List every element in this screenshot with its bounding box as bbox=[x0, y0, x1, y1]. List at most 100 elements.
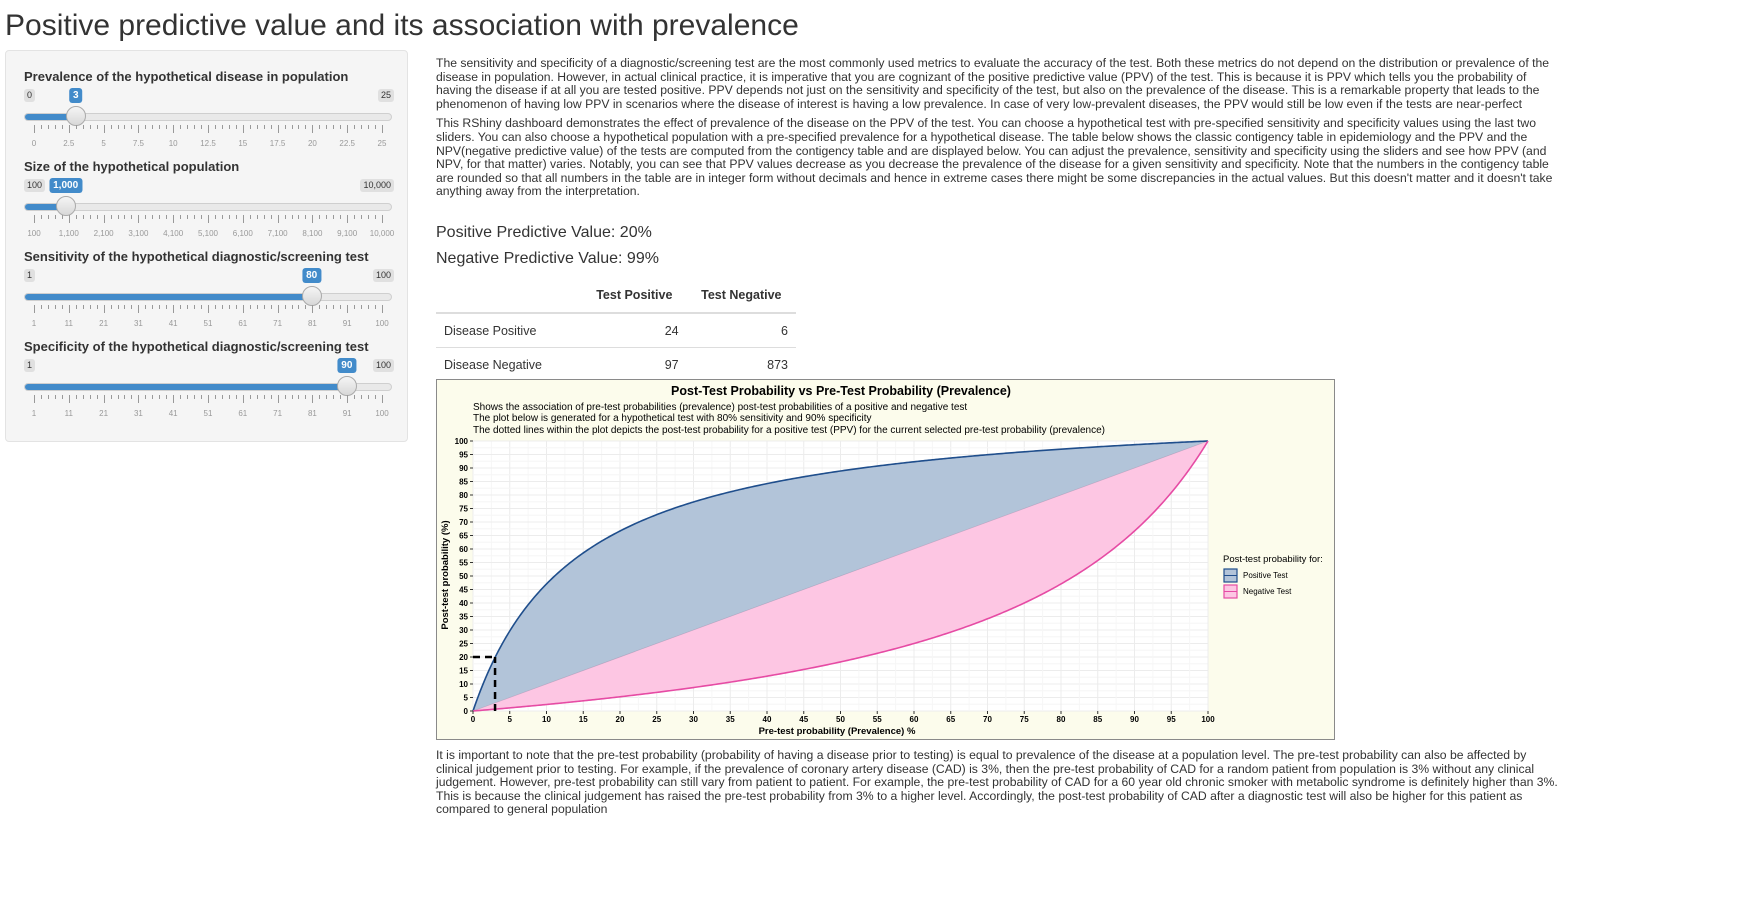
slider-tick bbox=[277, 395, 279, 403]
slider-tick bbox=[242, 215, 244, 223]
positive-test-line bbox=[472, 440, 1209, 712]
slider-tick bbox=[347, 125, 349, 133]
slider-tick-label: 5,100 bbox=[197, 229, 219, 238]
slider-tick bbox=[263, 125, 265, 129]
x-tick-label: 55 bbox=[873, 715, 882, 724]
y-tick-label: 0 bbox=[464, 707, 469, 716]
slider-tick bbox=[103, 305, 105, 313]
slider-tick bbox=[131, 125, 133, 129]
slider-tick bbox=[180, 215, 182, 219]
slider-tick bbox=[312, 215, 314, 223]
slider-tick bbox=[242, 125, 244, 133]
slider-tick bbox=[173, 305, 175, 313]
slider-tick bbox=[34, 395, 35, 403]
slider-tick bbox=[298, 395, 300, 399]
y-tick-label: 95 bbox=[459, 451, 468, 460]
slider-tick-label: 11 bbox=[64, 409, 73, 418]
x-tick-label: 70 bbox=[983, 715, 992, 724]
chart-subtitle-line: Shows the association of pre-test probab… bbox=[473, 402, 967, 413]
slider-tick bbox=[333, 395, 335, 399]
y-tick-label: 15 bbox=[459, 667, 468, 676]
slider-tick bbox=[235, 395, 237, 399]
slider-tick bbox=[75, 305, 77, 309]
slider-tick bbox=[382, 305, 383, 313]
slider-tick bbox=[305, 395, 307, 399]
slider-track[interactable] bbox=[24, 113, 392, 121]
slider-tick bbox=[47, 125, 49, 129]
slider-tick bbox=[89, 395, 91, 399]
slider-tick bbox=[221, 215, 223, 219]
slider-tick bbox=[235, 125, 237, 129]
slider-tick-label: 11 bbox=[64, 319, 73, 328]
slider-tick bbox=[187, 215, 189, 219]
slider-tick-label: 0 bbox=[31, 139, 37, 148]
slider-tick-label: 51 bbox=[203, 319, 213, 328]
population-size-slider-handle[interactable] bbox=[55, 196, 76, 216]
slider-track[interactable] bbox=[24, 383, 392, 391]
x-tick-label: 85 bbox=[1093, 715, 1102, 724]
x-tick-label: 95 bbox=[1167, 715, 1176, 724]
slider-tick-label: 51 bbox=[203, 409, 213, 418]
slider-tick bbox=[208, 305, 209, 313]
slider-tick bbox=[89, 215, 91, 219]
slider-tick bbox=[242, 305, 244, 313]
slider-tick bbox=[340, 125, 342, 129]
slider-tick bbox=[256, 215, 258, 219]
outro-paragraph: It is important to note that the pre-tes… bbox=[436, 748, 1558, 817]
prevalence-slider-handle[interactable] bbox=[65, 106, 86, 126]
slider-tick-label: 9,100 bbox=[337, 229, 358, 238]
slider-tick bbox=[145, 125, 147, 129]
slider-tick bbox=[382, 395, 383, 403]
slider-tick bbox=[270, 305, 272, 309]
y-tick-label: 85 bbox=[459, 478, 468, 487]
slider-tick bbox=[354, 305, 356, 309]
slider-tick bbox=[124, 125, 126, 129]
slider-tick bbox=[61, 215, 63, 219]
slider-ticks bbox=[24, 305, 392, 317]
slider-tick bbox=[256, 125, 258, 129]
y-tick-label: 80 bbox=[459, 491, 468, 500]
slider-tick bbox=[180, 305, 182, 309]
slider-tick bbox=[368, 215, 370, 219]
slider-min-label: 1 bbox=[24, 269, 36, 282]
slider-tick-label: 22.5 bbox=[339, 139, 355, 148]
slider-track[interactable] bbox=[24, 203, 392, 211]
slider-tick bbox=[103, 125, 105, 133]
x-axis-label: Pre-test probability (Prevalence) % bbox=[759, 726, 916, 737]
slider-tick bbox=[131, 305, 133, 309]
x-tick-label: 100 bbox=[1201, 715, 1215, 724]
slider-tick bbox=[47, 305, 49, 309]
sensitivity-slider-handle[interactable] bbox=[301, 286, 322, 306]
slider-tick bbox=[284, 215, 286, 219]
table-cell: 873 bbox=[686, 347, 796, 381]
slider-min-label: 100 bbox=[24, 179, 46, 192]
slider-tick bbox=[361, 125, 363, 129]
slider-tick bbox=[347, 215, 349, 223]
slider-tick bbox=[312, 305, 314, 313]
x-tick-label: 0 bbox=[471, 715, 476, 724]
slider-track[interactable] bbox=[24, 293, 392, 301]
slider-tick bbox=[54, 125, 56, 129]
slider-tick bbox=[82, 395, 84, 399]
slider-tick bbox=[263, 395, 265, 399]
slider-tick bbox=[340, 215, 342, 219]
slider-tick-label: 1 bbox=[31, 319, 37, 328]
slider-tick bbox=[326, 125, 328, 129]
x-tick-label: 15 bbox=[579, 715, 588, 724]
legend-title: Post-test probability for: bbox=[1223, 554, 1323, 565]
slider-tick bbox=[131, 215, 133, 219]
specificity-slider-handle[interactable] bbox=[336, 376, 357, 396]
slider-tick bbox=[68, 395, 70, 403]
y-tick-label: 55 bbox=[459, 559, 468, 568]
slider-tick-label: 41 bbox=[168, 409, 178, 418]
slider-tick bbox=[68, 125, 70, 133]
slider-tick bbox=[47, 395, 49, 399]
slider-tick-label: 6,100 bbox=[232, 229, 253, 238]
slider-tick-labels: 1 11 21 31 41 51 61 71 81 91 100 bbox=[24, 409, 392, 419]
slider-tick bbox=[40, 395, 42, 399]
chart-subtitle-line: The plot below is generated for a hypoth… bbox=[473, 413, 872, 424]
slider-value-label: 1,000 bbox=[49, 178, 83, 193]
slider-tick bbox=[319, 395, 321, 399]
slider-tick bbox=[166, 305, 168, 309]
y-tick-label: 90 bbox=[459, 464, 468, 473]
